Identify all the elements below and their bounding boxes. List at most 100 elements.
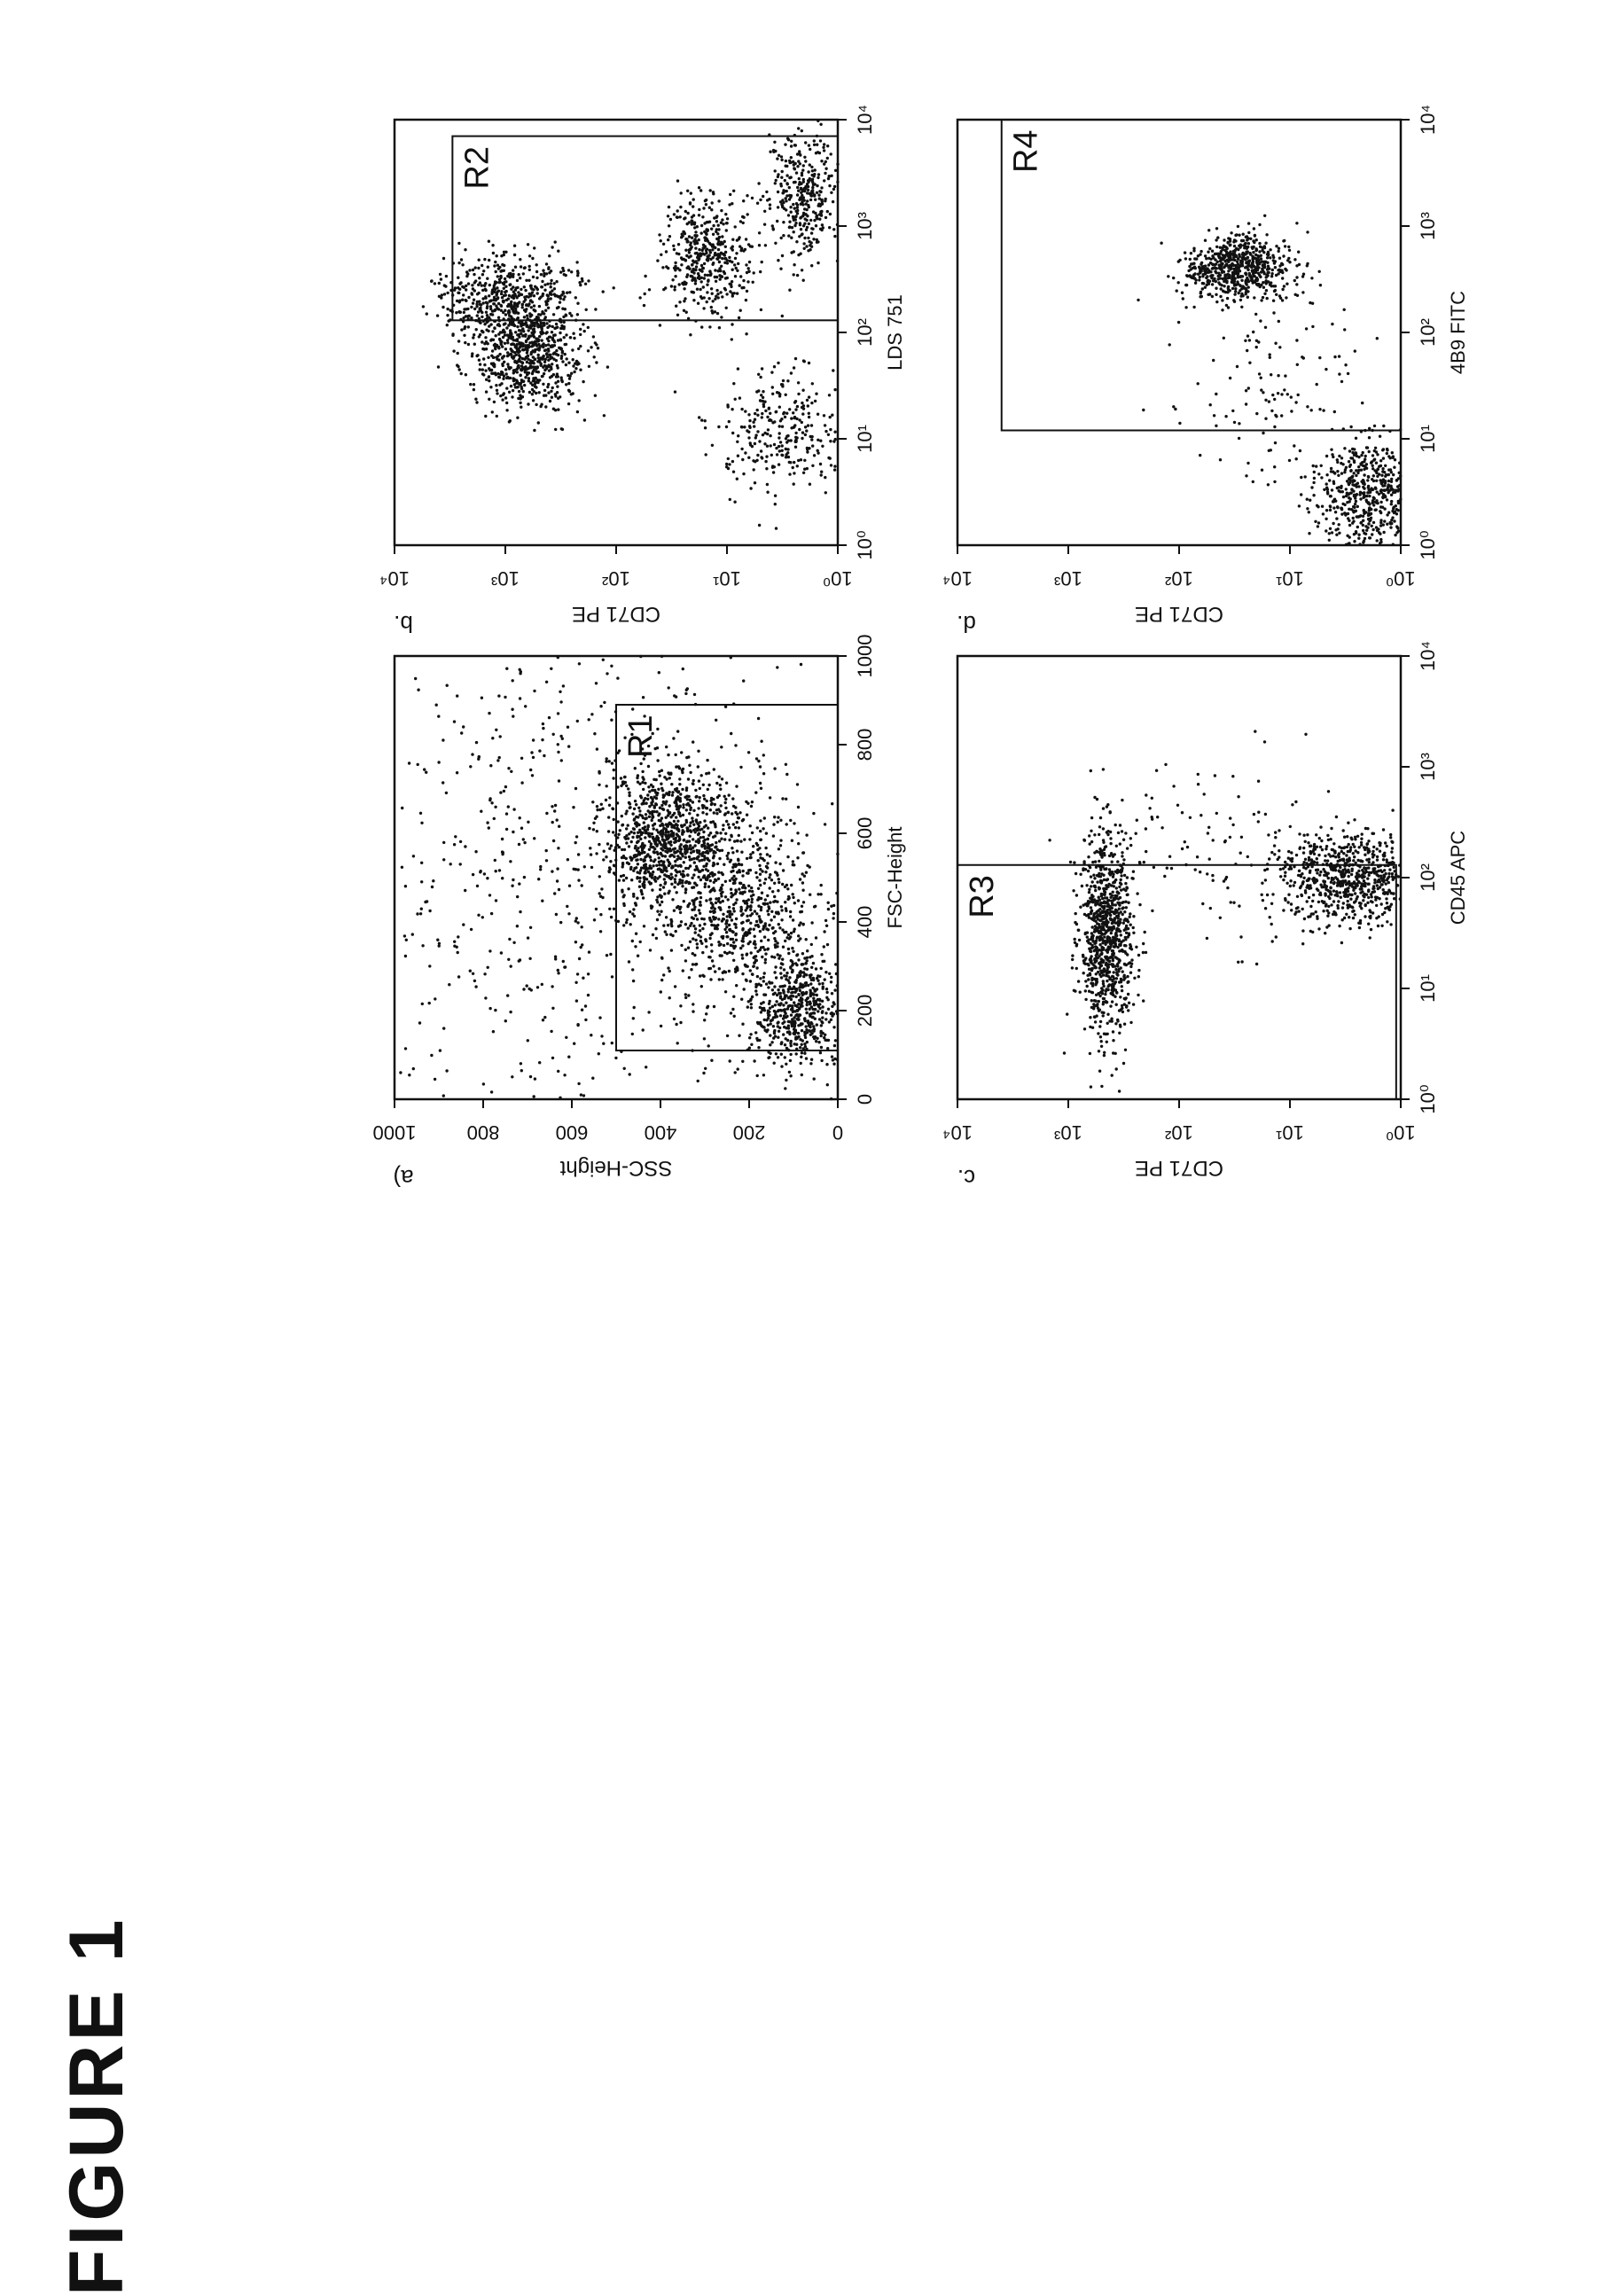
data-point	[430, 280, 433, 283]
data-point	[717, 871, 720, 873]
data-point	[742, 279, 745, 282]
data-point	[684, 852, 687, 855]
data-point	[785, 194, 788, 197]
data-point	[728, 826, 731, 829]
data-point	[791, 947, 793, 949]
data-point	[551, 338, 554, 340]
data-point	[491, 410, 494, 413]
data-point	[799, 1046, 801, 1049]
data-point	[826, 1083, 829, 1086]
data-point	[457, 277, 459, 279]
data-point	[810, 943, 813, 946]
data-point	[817, 1041, 820, 1043]
data-point	[788, 472, 791, 475]
data-point	[473, 281, 476, 284]
data-point	[489, 386, 492, 388]
data-point	[824, 199, 826, 202]
data-point	[673, 288, 676, 291]
data-point	[706, 759, 708, 761]
data-point	[719, 291, 722, 293]
data-point	[524, 333, 527, 336]
data-point	[549, 355, 551, 358]
data-point	[734, 806, 737, 808]
data-point	[831, 992, 833, 995]
data-point	[673, 694, 676, 697]
data-point	[642, 1028, 645, 1031]
data-point	[698, 214, 700, 216]
data-point	[716, 863, 719, 865]
data-point	[629, 802, 631, 805]
data-point	[833, 431, 836, 433]
data-point	[713, 216, 715, 219]
data-point	[528, 254, 531, 257]
data-point	[694, 963, 697, 965]
data-point	[806, 1031, 809, 1034]
data-point	[770, 444, 772, 447]
data-point	[714, 310, 716, 313]
data-point	[751, 800, 754, 803]
data-point	[799, 921, 801, 924]
data-point	[827, 1008, 830, 1011]
data-point	[702, 836, 705, 839]
data-point	[733, 501, 736, 504]
data-point	[810, 921, 813, 924]
data-point	[709, 910, 712, 913]
data-point	[741, 215, 744, 218]
data-point	[747, 436, 750, 439]
data-point	[525, 279, 527, 282]
data-point	[747, 919, 750, 922]
data-point	[669, 840, 672, 843]
data-point	[727, 898, 730, 901]
data-point	[741, 944, 744, 947]
data-point	[602, 290, 605, 293]
data-point	[788, 976, 791, 979]
data-point	[527, 295, 530, 298]
data-point	[783, 1020, 785, 1023]
data-point	[434, 282, 436, 285]
data-point	[556, 372, 559, 375]
data-point	[473, 383, 475, 386]
data-point	[420, 907, 423, 910]
data-point	[660, 1025, 662, 1027]
data-point	[520, 293, 523, 296]
data-point	[649, 864, 652, 867]
data-point	[509, 329, 512, 332]
data-point	[812, 997, 815, 1000]
data-point	[459, 863, 462, 865]
data-point	[471, 753, 473, 755]
data-point	[670, 285, 673, 287]
data-point	[500, 951, 503, 954]
data-point	[771, 1005, 774, 1008]
data-point	[745, 263, 747, 266]
data-point	[590, 1034, 592, 1036]
data-point	[813, 454, 816, 457]
data-point	[801, 232, 803, 235]
data-point	[684, 856, 687, 859]
data-point	[676, 820, 679, 823]
data-point	[446, 308, 449, 310]
data-point	[404, 955, 407, 957]
data-point	[509, 353, 512, 355]
data-point	[731, 202, 733, 205]
data-point	[813, 139, 816, 142]
data-point	[520, 1062, 522, 1065]
data-point	[686, 223, 689, 225]
data-point	[607, 816, 610, 818]
data-point	[795, 979, 798, 981]
data-point	[625, 827, 628, 830]
data-point	[735, 984, 738, 987]
data-point	[639, 762, 642, 765]
data-point	[764, 410, 767, 412]
data-point	[559, 338, 562, 340]
data-point	[762, 859, 765, 862]
data-point	[806, 450, 809, 453]
data-point	[770, 879, 773, 881]
data-point	[541, 285, 543, 288]
data-point	[585, 308, 588, 311]
data-point	[714, 252, 716, 254]
data-point	[752, 965, 754, 968]
data-point	[734, 826, 737, 829]
data-point	[665, 867, 668, 870]
data-point	[700, 418, 703, 421]
data-point	[532, 399, 535, 402]
